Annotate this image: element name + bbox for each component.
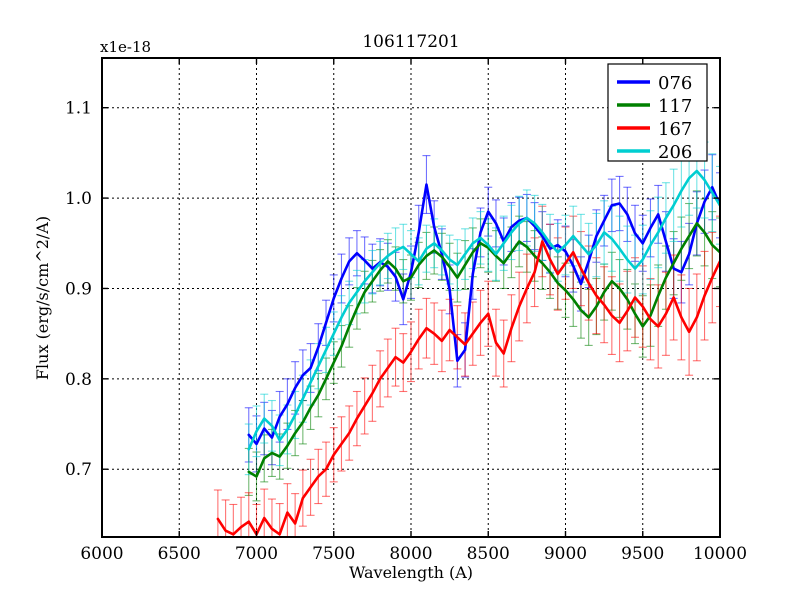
page-title: 106117201 <box>362 32 459 52</box>
series-line-076 <box>247 183 720 446</box>
series-line-167 <box>216 240 720 536</box>
x-tick-label: 7000 <box>235 544 278 564</box>
x-tick-label: 6000 <box>80 544 123 564</box>
x-tick-label: 8000 <box>389 544 432 564</box>
y-tick-label: 0.8 <box>65 370 92 390</box>
legend-label-076[interactable]: 076 <box>658 73 692 94</box>
legend-label-167[interactable]: 167 <box>658 119 692 140</box>
axis-ticks: 6000 6500 7000 7500 8000 8500 9000 9500 10000 0.7… <box>65 58 747 564</box>
y-tick-label: 1.0 <box>65 189 92 209</box>
data-series-layer <box>213 133 720 537</box>
y-tick-label: 0.9 <box>65 279 92 299</box>
y-tick-label: 1.1 <box>65 99 92 119</box>
x-tick-label: 9000 <box>544 544 587 564</box>
x-tick-label: 8500 <box>467 544 510 564</box>
y-tick-label: 0.7 <box>65 460 92 480</box>
series-line-117 <box>247 222 720 478</box>
y-axis-label: Flux (erg/s/cm^2/A) <box>33 216 52 380</box>
x-tick-label: 7500 <box>312 544 355 564</box>
x-tick-label: 6500 <box>158 544 201 564</box>
legend-label-206[interactable]: 206 <box>658 142 692 163</box>
legend-box <box>607 63 708 162</box>
x-axis-label: Wavelength (A) <box>349 563 473 582</box>
y-axis-exponent-label: x1e-18 <box>100 38 151 56</box>
x-tick-label: 10000 <box>693 544 747 564</box>
series-line-206 <box>247 169 720 451</box>
series-errorbars-206 <box>244 133 720 476</box>
x-tick-label: 9500 <box>621 544 664 564</box>
legend-label-117[interactable]: 117 <box>658 96 692 117</box>
